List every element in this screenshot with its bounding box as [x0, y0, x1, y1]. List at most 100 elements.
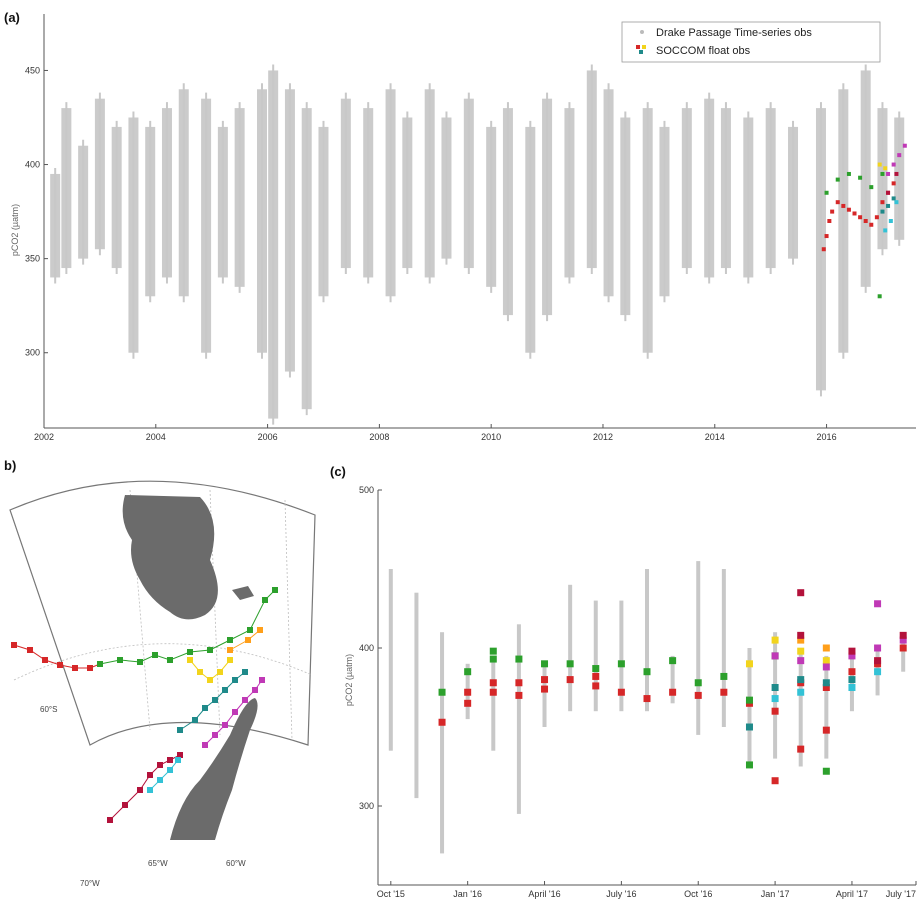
legend-dpts-marker — [640, 30, 644, 34]
soccom-point — [566, 676, 574, 684]
soccom-point — [822, 726, 830, 734]
legend-dpts-label: Drake Passage Time-series obs — [656, 27, 812, 39]
soccom-point — [464, 688, 472, 696]
float-track-point — [222, 687, 228, 693]
soccom-point — [877, 162, 882, 167]
panel-c-x-tick-label: July '17 — [886, 889, 916, 899]
soccom-point — [883, 228, 888, 233]
panel-a-dpts-series — [50, 64, 905, 425]
soccom-point — [771, 707, 779, 715]
float-track-point — [232, 709, 238, 715]
soccom-point — [822, 684, 830, 691]
panel-a-x-tick-label: 2002 — [34, 432, 54, 442]
soccom-point — [874, 657, 882, 665]
soccom-point — [797, 647, 805, 655]
float-track-point — [177, 752, 183, 758]
soccom-point — [874, 644, 882, 652]
float-track-point — [197, 669, 203, 675]
soccom-point — [592, 672, 600, 680]
dpts-range-bar — [824, 655, 829, 759]
soccom-point — [894, 200, 899, 205]
soccom-point — [824, 190, 829, 195]
soccom-point — [643, 668, 651, 676]
dpts-range-bar — [388, 569, 393, 751]
soccom-point — [858, 175, 863, 180]
panel-a-y-tick-label: 400 — [25, 160, 40, 170]
soccom-point — [464, 699, 472, 707]
legend-soccom-marker-teal — [639, 50, 643, 54]
map-lon-label-70w: 70°W — [80, 879, 100, 888]
float-track-point — [137, 659, 143, 665]
soccom-point — [694, 691, 702, 699]
panel-c-y-tick-label: 500 — [359, 485, 374, 495]
soccom-point — [902, 143, 907, 148]
soccom-point — [891, 181, 896, 186]
soccom-point — [669, 657, 677, 665]
map-lon-label-60w: 60°W — [226, 859, 246, 868]
float-track-point — [167, 657, 173, 663]
float-track-point — [11, 642, 17, 648]
panel-c-monthly: Oct '15 Jan '16 April '16 July '16 Oct '16 Ja… — [344, 485, 917, 899]
panel-a-x-tick-label: 2012 — [593, 432, 613, 442]
soccom-point — [822, 767, 830, 775]
soccom-point — [643, 695, 651, 703]
map-latitude-line — [13, 643, 313, 681]
float-track-point — [117, 657, 123, 663]
float-track-point — [272, 587, 278, 593]
dpts-range-bar — [849, 655, 854, 712]
soccom-point — [835, 200, 840, 205]
soccom-point — [745, 761, 753, 769]
soccom-point — [489, 679, 497, 687]
float-track-point — [72, 665, 78, 671]
soccom-point — [541, 676, 549, 684]
float-track-point — [152, 652, 158, 658]
soccom-point — [797, 631, 805, 639]
soccom-point — [874, 600, 882, 608]
soccom-point — [771, 777, 779, 785]
float-track-point — [202, 742, 208, 748]
dpts-range-bar — [491, 655, 496, 751]
antarctic-peninsula-landmass — [170, 698, 258, 840]
soccom-point — [822, 657, 830, 665]
float-track-point — [167, 757, 173, 763]
panel-c-x-tick-label: Oct '15 — [377, 889, 405, 899]
panel-c-label: (c) — [330, 464, 346, 479]
map-float-tracks — [11, 587, 278, 823]
legend-box — [621, 21, 881, 63]
soccom-point — [852, 211, 857, 216]
float-track-point — [137, 787, 143, 793]
map-lon-label-65w: 65°W — [148, 859, 168, 868]
panel-c-x-tick-label: Jan '17 — [761, 889, 790, 899]
soccom-point — [617, 688, 625, 696]
soccom-point — [797, 636, 805, 644]
panel-c-x-tick-label: Oct '16 — [684, 889, 712, 899]
float-track-point — [242, 669, 248, 675]
soccom-point — [464, 668, 472, 676]
falkland-islands-landmass — [232, 586, 254, 600]
soccom-point — [797, 676, 805, 684]
soccom-point — [617, 660, 625, 668]
panel-a-soccom-series — [821, 143, 907, 299]
float-track-point — [207, 677, 213, 683]
panel-a-x-tick-label: 2008 — [369, 432, 389, 442]
soccom-point — [515, 679, 523, 687]
soccom-point — [824, 234, 829, 239]
soccom-point — [848, 652, 856, 660]
float-track-point — [242, 697, 248, 703]
float-track-point — [167, 767, 173, 773]
soccom-point — [874, 215, 879, 220]
dpts-range-bar — [645, 569, 649, 712]
panel-c-x-tick-label: Jan '16 — [453, 889, 482, 899]
soccom-point — [771, 684, 779, 691]
panel-c-dpts-series — [388, 561, 906, 854]
soccom-point — [830, 209, 835, 214]
dpts-range-bar — [696, 561, 701, 735]
soccom-point — [771, 636, 779, 644]
soccom-point — [669, 688, 677, 696]
panel-c-x-tick-label: April '16 — [528, 889, 560, 899]
float-track-point — [227, 647, 233, 653]
soccom-point — [489, 655, 497, 663]
float-track-point — [175, 757, 181, 763]
soccom-point — [848, 684, 856, 691]
